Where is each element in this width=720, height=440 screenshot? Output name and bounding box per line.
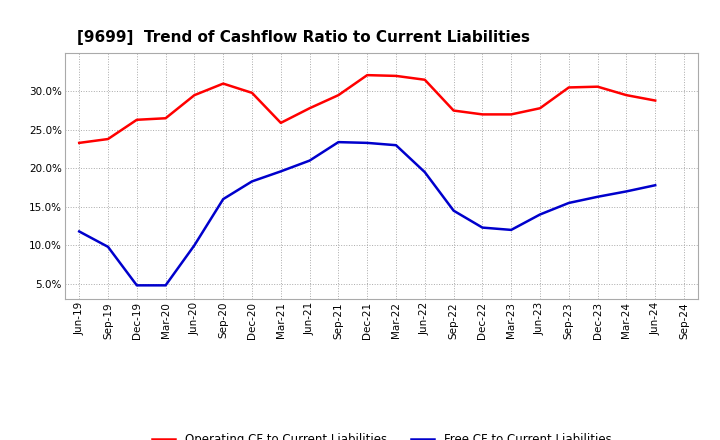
Free CF to Current Liabilities [248,179,256,184]
Operating CF to Current Liabilities [449,108,458,113]
Free CF to Current Liabilities [75,229,84,234]
Free CF to Current Liabilities [334,139,343,145]
Free CF to Current Liabilities [420,169,429,175]
Free CF to Current Liabilities [363,140,372,146]
Operating CF to Current Liabilities [104,136,112,142]
Operating CF to Current Liabilities [651,98,660,103]
Operating CF to Current Liabilities [363,73,372,78]
Line: Free CF to Current Liabilities: Free CF to Current Liabilities [79,142,655,286]
Operating CF to Current Liabilities [392,73,400,78]
Operating CF to Current Liabilities [420,77,429,82]
Operating CF to Current Liabilities [507,112,516,117]
Operating CF to Current Liabilities [161,116,170,121]
Free CF to Current Liabilities [132,283,141,288]
Free CF to Current Liabilities [564,200,573,205]
Free CF to Current Liabilities [651,183,660,188]
Free CF to Current Liabilities [536,212,544,217]
Operating CF to Current Liabilities [75,140,84,146]
Free CF to Current Liabilities [305,158,314,163]
Free CF to Current Liabilities [593,194,602,199]
Free CF to Current Liabilities [622,189,631,194]
Line: Operating CF to Current Liabilities: Operating CF to Current Liabilities [79,75,655,143]
Operating CF to Current Liabilities [564,85,573,90]
Operating CF to Current Liabilities [593,84,602,89]
Free CF to Current Liabilities [507,227,516,232]
Text: [9699]  Trend of Cashflow Ratio to Current Liabilities: [9699] Trend of Cashflow Ratio to Curren… [78,29,531,45]
Free CF to Current Liabilities [449,208,458,213]
Operating CF to Current Liabilities [536,106,544,111]
Free CF to Current Liabilities [392,143,400,148]
Operating CF to Current Liabilities [276,120,285,125]
Free CF to Current Liabilities [478,225,487,230]
Operating CF to Current Liabilities [305,106,314,111]
Free CF to Current Liabilities [190,243,199,248]
Operating CF to Current Liabilities [190,92,199,98]
Operating CF to Current Liabilities [248,90,256,95]
Legend: Operating CF to Current Liabilities, Free CF to Current Liabilities: Operating CF to Current Liabilities, Fre… [152,433,611,440]
Free CF to Current Liabilities [161,283,170,288]
Operating CF to Current Liabilities [622,92,631,98]
Operating CF to Current Liabilities [219,81,228,86]
Operating CF to Current Liabilities [132,117,141,122]
Operating CF to Current Liabilities [334,92,343,98]
Free CF to Current Liabilities [219,196,228,202]
Free CF to Current Liabilities [104,244,112,249]
Operating CF to Current Liabilities [478,112,487,117]
Free CF to Current Liabilities [276,169,285,174]
